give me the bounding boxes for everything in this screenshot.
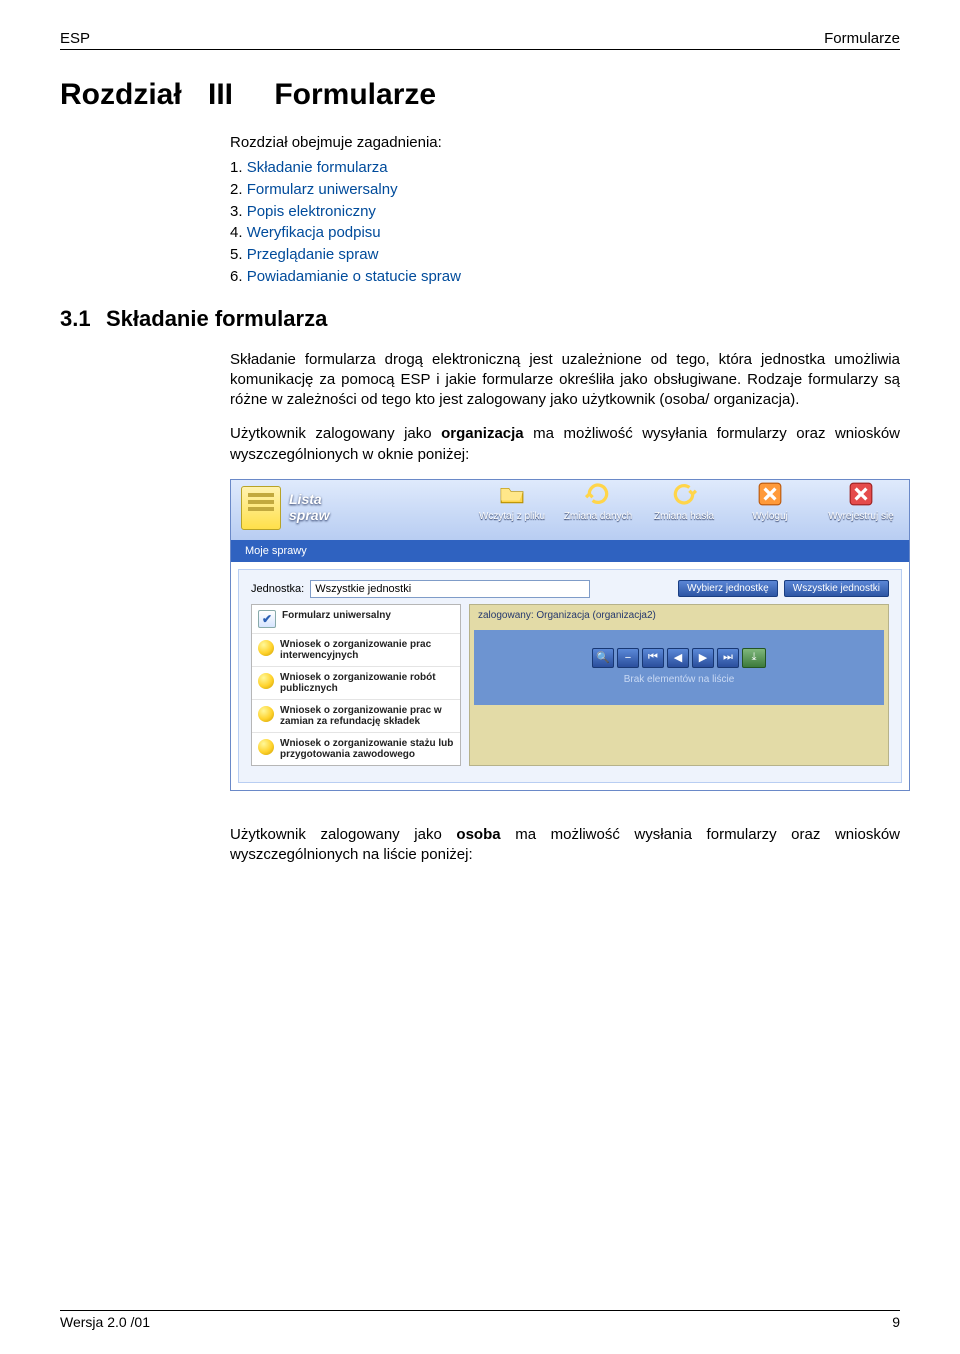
app-title-1: Lista [289,492,329,507]
checkbox-icon [258,610,276,628]
first-page-icon[interactable]: ⏮ [642,648,664,668]
bullet-icon [258,739,274,755]
app-title-2: spraw [289,508,329,523]
toc-num: 5. [230,246,243,263]
toc-list: 1. Składanie formularza 2. Formularz uni… [230,157,900,288]
list-item[interactable]: Wniosek o zorganizowanie prac interwency… [252,634,460,667]
action-change-data-label: Zmiana danych [564,511,632,522]
footer-version: Wersja 2.0 /01 [60,1314,150,1330]
header-left: ESP [60,30,90,47]
section-number: 3.1 [60,306,106,332]
search-icon[interactable]: 🔍 [592,648,614,668]
action-change-data[interactable]: Zmiana danych [555,480,641,528]
list-item[interactable]: Wniosek o zorganizowanie prac w zamian z… [252,700,460,733]
toc-link-3[interactable]: Popis elektroniczny [247,203,376,220]
bullet-icon [258,640,274,656]
action-unregister[interactable]: Wyrejestruj się [813,480,909,528]
app-window: Lista spraw Wczytaj z pliku Zmiana danyc… [230,479,910,791]
toc-link-1[interactable]: Składanie formularza [247,159,388,176]
tab-my-cases[interactable]: Moje sprawy [231,540,909,562]
paragraph-2: Użytkownik zalogowany jako organizacja m… [230,424,900,465]
next-page-icon[interactable]: ▶ [692,648,714,668]
list-item-label: Wniosek o zorganizowanie robót publiczny… [280,672,454,694]
list-item[interactable]: Wniosek o zorganizowanie stażu lub przyg… [252,733,460,765]
content-panel: zalogowany: Organizacja (organizacja2) 🔍… [469,604,889,766]
toc-num: 4. [230,224,243,241]
chapter-number: III [208,78,266,112]
bullet-icon [258,706,274,722]
last-page-icon[interactable]: ⏭ [717,648,739,668]
refresh-alt-icon [670,480,698,508]
section-title: Składanie formularza [106,306,327,332]
p2-bold: organizacja [441,425,524,442]
action-change-pass-label: Zmiana hasła [654,511,714,522]
logged-in-text: zalogowany: Organizacja (organizacja2) [470,605,888,626]
paragraph-1: Składanie formularza drogą elektroniczną… [230,350,900,411]
unit-input[interactable] [310,580,590,598]
toc-num: 3. [230,203,243,220]
toc-link-4[interactable]: Weryfikacja podpisu [247,224,381,241]
list-item-label: Wniosek o zorganizowanie prac interwency… [280,639,454,661]
app-header: Lista spraw Wczytaj z pliku Zmiana danyc… [231,480,909,540]
chapter-heading: Rozdział III Formularze [60,78,900,112]
empty-list-text: Brak elementów na liście [482,674,876,685]
header-right: Formularze [824,30,900,47]
document-icon [241,486,281,530]
paragraph-3: Użytkownik zalogowany jako osoba ma możl… [230,825,900,866]
forms-list: Formularz uniwersalny Wniosek o zorganiz… [251,604,461,766]
toc-link-2[interactable]: Formularz uniwersalny [247,181,398,198]
chapter-title: Formularze [274,78,436,111]
toc-num: 6. [230,268,243,285]
all-units-button[interactable]: Wszystkie jednostki [784,580,889,597]
action-logout-label: Wyloguj [752,511,787,522]
action-unregister-label: Wyrejestruj się [828,511,893,522]
minus-icon[interactable]: − [617,648,639,668]
toc-num: 1. [230,159,243,176]
action-load-file[interactable]: Wczytaj z pliku [469,480,555,528]
list-item-label: Wniosek o zorganizowanie prac w zamian z… [280,705,454,727]
unit-label: Jednostka: [251,583,304,595]
main-panel: Jednostka: Wybierz jednostkę Wszystkie j… [238,569,902,783]
universal-form-label: Formularz uniwersalny [282,610,391,621]
prev-page-icon[interactable]: ◀ [667,648,689,668]
delete-icon [847,480,875,508]
chapter-label: Rozdział [60,78,182,111]
select-unit-button[interactable]: Wybierz jednostkę [678,580,778,597]
bullet-icon [258,673,274,689]
folder-icon [498,480,526,508]
list-item[interactable]: Wniosek o zorganizowanie robót publiczny… [252,667,460,700]
toc-num: 2. [230,181,243,198]
p3-a: Użytkownik zalogowany jako [230,826,456,843]
close-icon [756,480,784,508]
action-change-password[interactable]: Zmiana hasła [641,480,727,528]
refresh-icon [584,480,612,508]
action-logout[interactable]: Wyloguj [727,480,813,528]
toc-link-6[interactable]: Powiadamianie o statucie spraw [247,268,461,285]
intro-text: Rozdział obejmuje zagadnienia: [230,134,900,151]
export-icon[interactable]: ⤓ [742,648,766,668]
toc-link-5[interactable]: Przeglądanie spraw [247,246,379,263]
action-load-label: Wczytaj z pliku [479,511,545,522]
p2-a: Użytkownik zalogowany jako [230,425,441,442]
list-item-label: Wniosek o zorganizowanie stażu lub przyg… [280,738,454,760]
universal-form-row[interactable]: Formularz uniwersalny [252,605,460,634]
app-title: Lista spraw [289,492,329,523]
p3-bold: osoba [456,826,500,843]
footer-page: 9 [892,1314,900,1330]
pager-controls: 🔍 − ⏮ ◀ ▶ ⏭ ⤓ [592,648,766,668]
